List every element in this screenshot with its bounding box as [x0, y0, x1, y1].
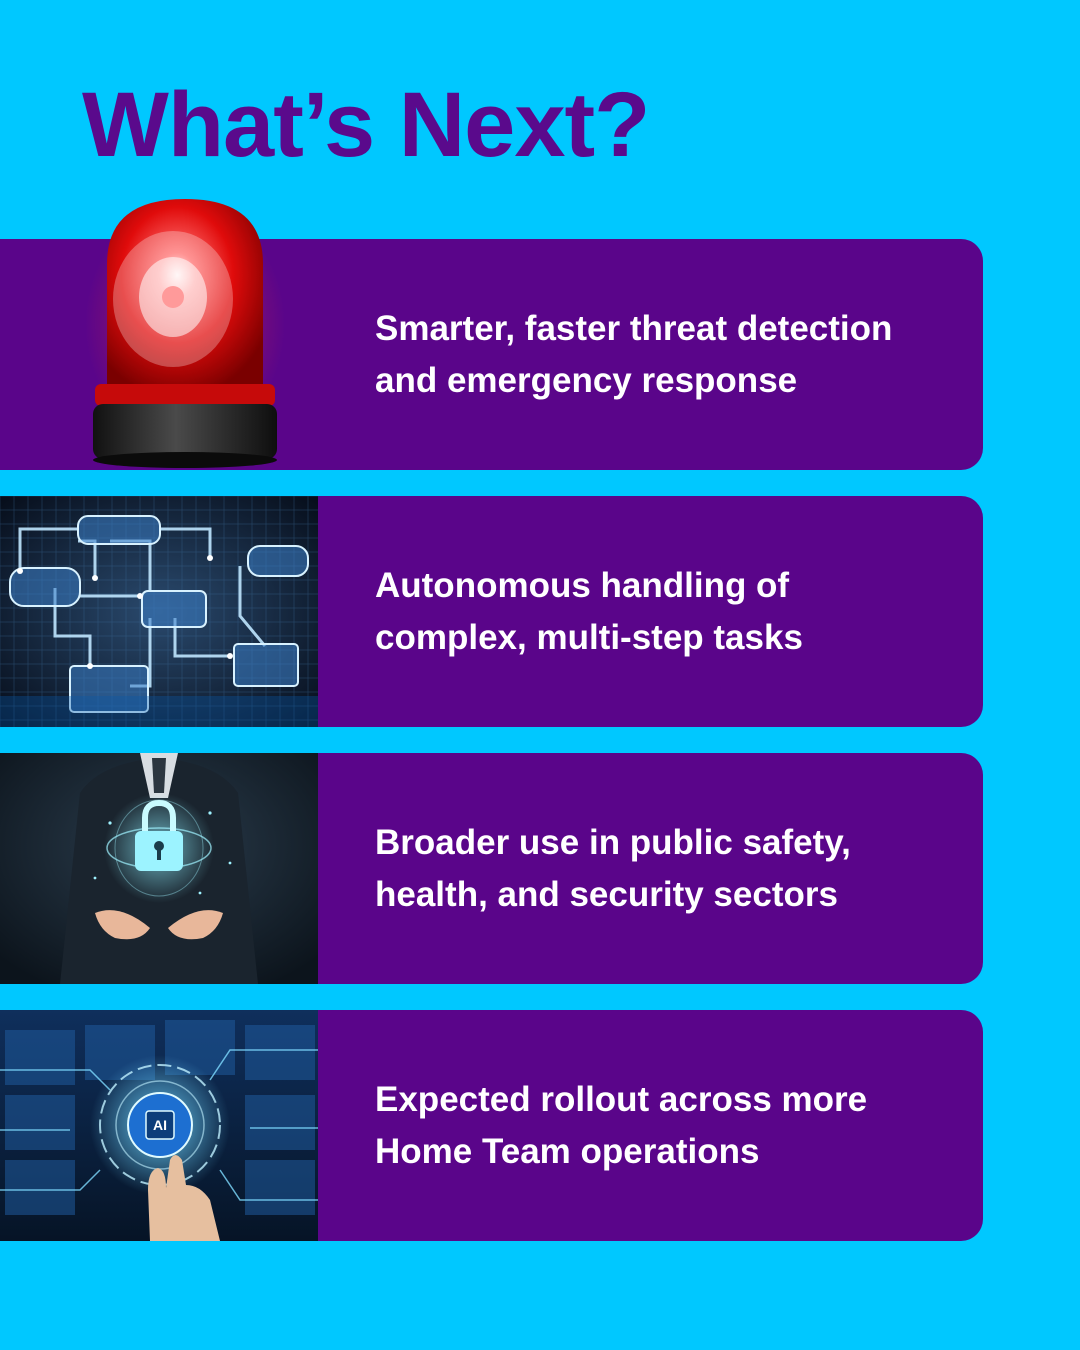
ai-chip-touch-image: AI [0, 1010, 318, 1241]
padlock-hands-image [0, 753, 318, 984]
next-item-card: Autonomous handling of complex, multi-st… [0, 496, 983, 727]
siren-icon [85, 194, 285, 484]
next-item-text: Expected rollout across more Home Team o… [375, 1079, 868, 1171]
next-item-card: Smarter, faster threat detection and eme… [0, 199, 983, 470]
next-item-text: Smarter, faster threat detection and eme… [375, 308, 893, 400]
next-item-card: AI Expected rollout across more Home Tea… [0, 1010, 983, 1241]
ai-chip-label: AI [153, 1117, 167, 1133]
next-item-text: Broader use in public safety, health, an… [375, 822, 851, 914]
page-title: What’s Next? [82, 74, 650, 176]
next-item-card: Broader use in public safety, health, an… [0, 753, 983, 984]
flowchart-network-image [0, 496, 318, 727]
next-item-text: Autonomous handling of complex, multi-st… [375, 565, 803, 657]
